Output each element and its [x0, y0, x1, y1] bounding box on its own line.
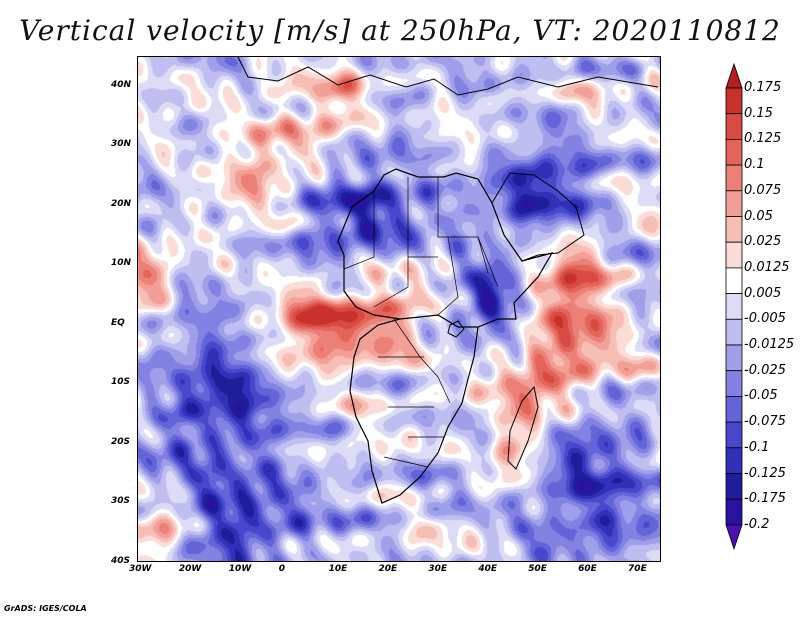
- colorbar-segment: [725, 318, 743, 346]
- colorbar-level-label: -0.025: [744, 362, 786, 378]
- lon-tick-label: 20W: [178, 564, 202, 574]
- colorbar-segment: [725, 190, 743, 217]
- lat-tick-label: 40N: [111, 79, 132, 90]
- lon-tick-label: 0: [278, 564, 285, 574]
- chart-title: Vertical velocity [m/s] at 250hPa, VT: 2…: [19, 14, 781, 47]
- africa-coastline: [337, 168, 554, 328]
- lon-tick-label: 20E: [378, 564, 398, 574]
- colorbar-level-label: 0.075: [744, 182, 782, 198]
- lat-tick-label: 40S: [111, 556, 131, 566]
- lon-tick-label: 50E: [528, 564, 547, 574]
- colorbar-level-label: -0.0125: [744, 337, 795, 352]
- colorbar-level-label: 0.05: [744, 208, 773, 224]
- lon-tick-label: 10E: [328, 564, 348, 574]
- lon-tick-label: 40E: [478, 564, 498, 574]
- colorbar-segment: [725, 139, 743, 166]
- lat-tick-label: EQ: [111, 317, 125, 328]
- colorbar-segment: [725, 498, 743, 526]
- arabian-peninsula: [491, 172, 585, 262]
- colorbar-level-label: 0.005: [744, 285, 782, 301]
- lat-tick-label: 30N: [111, 139, 132, 150]
- colorbar-min-arrow: [725, 524, 743, 551]
- colorbar-segment: [725, 293, 743, 320]
- colorbar-graphic: [725, 62, 743, 551]
- colorbar-segment: [725, 344, 743, 372]
- colorbar-segment: [725, 87, 743, 115]
- europe-coast: [237, 57, 659, 96]
- map-plot-area: [137, 56, 661, 562]
- colorbar-level-label: 0.175: [744, 80, 782, 95]
- colorbar-max-arrow: [725, 62, 743, 89]
- colorbar-level-label: -0.05: [744, 388, 778, 404]
- colorbar-segment: [725, 113, 743, 140]
- colorbar-segment: [725, 473, 743, 500]
- lat-tick-label: 10S: [111, 377, 131, 388]
- vertical-velocity-field: [138, 57, 660, 561]
- colorbar-level-label: 0.125: [744, 131, 782, 147]
- colorbar-level-label: 0.0125: [744, 259, 790, 275]
- colorbar-level-label: -0.2: [744, 516, 770, 532]
- colorbar-segment: [725, 395, 743, 423]
- colorbar-segment: [725, 370, 743, 397]
- lon-tick-label: 10W: [228, 564, 252, 574]
- lat-tick-label: 10N: [111, 258, 132, 269]
- colorbar-level-label: -0.075: [744, 414, 786, 430]
- colorbar-segment: [725, 267, 743, 294]
- colorbar-level-label: -0.175: [744, 491, 786, 507]
- lake-victoria: [447, 320, 465, 338]
- lat-tick-label: 30S: [111, 496, 131, 507]
- lon-tick-label: 30W: [129, 564, 152, 574]
- colorbar-level-label: 0.025: [744, 234, 782, 250]
- colorbar-level-label: -0.125: [744, 465, 786, 481]
- madagascar: [507, 385, 539, 470]
- colorbar-level-label: -0.1: [744, 439, 770, 455]
- colorbar-segment: [725, 447, 743, 474]
- grads-credit: GrADS: IGES/COLA: [4, 604, 87, 613]
- lon-tick-label: 70E: [628, 564, 647, 574]
- map-overlay: [237, 57, 659, 504]
- country-borders: [343, 177, 499, 468]
- colorbar-segment: [725, 216, 743, 243]
- colorbar-level-label: 0.15: [744, 105, 773, 121]
- colorbar-segment: [725, 241, 743, 269]
- lat-tick-label: 20N: [111, 198, 132, 209]
- southern-africa-coastline: [349, 318, 479, 504]
- colorbar-segment: [725, 421, 743, 449]
- lon-tick-label: 60E: [578, 564, 597, 574]
- colorbar-level-label: -0.005: [744, 311, 786, 327]
- colorbar-segment: [725, 164, 743, 192]
- lon-tick-label: 30E: [428, 564, 448, 574]
- colorbar-level-label: 0.1: [744, 157, 765, 173]
- lat-tick-label: 20S: [111, 436, 131, 447]
